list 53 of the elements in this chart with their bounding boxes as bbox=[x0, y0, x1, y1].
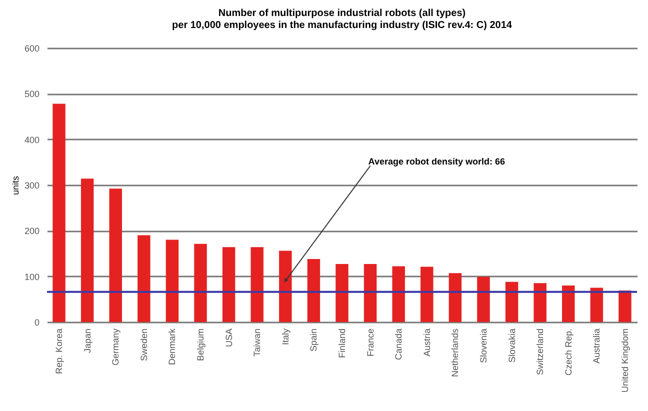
x-tick-label: Taiwan bbox=[252, 328, 262, 357]
bar bbox=[477, 276, 490, 322]
bar bbox=[562, 285, 575, 322]
bar bbox=[250, 247, 264, 322]
x-tick-label: United Kingdom bbox=[620, 328, 630, 393]
bar bbox=[505, 282, 518, 322]
annotation: Average robot density world: 66 bbox=[368, 156, 505, 167]
bar bbox=[618, 290, 632, 322]
bar bbox=[279, 250, 292, 322]
y-tick-label: 400 bbox=[24, 134, 40, 145]
x-tick-label: Czech Rep. bbox=[563, 328, 574, 376]
x-tick-label: Austria bbox=[422, 328, 432, 357]
bar bbox=[590, 288, 604, 322]
bar bbox=[392, 266, 405, 322]
x-tick-label: Japan bbox=[82, 328, 92, 354]
bar bbox=[364, 264, 377, 322]
x-tick-label: Denmark bbox=[167, 328, 178, 366]
x-tick-label: Italy bbox=[280, 328, 290, 346]
bar bbox=[420, 266, 434, 322]
y-axis-title: units bbox=[10, 175, 20, 196]
bar bbox=[307, 258, 320, 322]
x-tick-label: Switzerland bbox=[535, 328, 546, 376]
x-tick-label: Belgium bbox=[196, 328, 206, 362]
x-tick-label: Canada bbox=[394, 328, 404, 360]
bar bbox=[222, 247, 236, 322]
y-tick-label: 100 bbox=[24, 272, 40, 282]
x-tick-label: Sweden bbox=[138, 328, 149, 362]
chart-title: Number of multipurpose industrial robots (all types) bbox=[218, 8, 466, 19]
bar bbox=[194, 244, 207, 322]
x-tick-label: Australia bbox=[592, 328, 602, 364]
bar bbox=[336, 264, 348, 322]
x-tick-label: Germany bbox=[110, 328, 121, 366]
bar bbox=[80, 178, 94, 322]
bar bbox=[448, 273, 462, 322]
bar bbox=[109, 188, 122, 322]
x-tick-label: Slovenia bbox=[478, 328, 488, 364]
x-tick-label: Netherlands bbox=[450, 328, 460, 378]
chart-subtitle: per 10,000 employees in the manufacturing industry (ISIC rev.4: C) 2014 bbox=[172, 20, 512, 31]
bar bbox=[138, 235, 150, 322]
x-tick-label: USA bbox=[224, 328, 234, 348]
x-tick-label: Finland bbox=[337, 328, 347, 358]
x-tick-label: Spain bbox=[308, 328, 319, 352]
y-tick-label: 600 bbox=[24, 44, 40, 54]
y-tick-label: 300 bbox=[24, 180, 40, 190]
x-tick-label: France bbox=[365, 328, 376, 357]
y-tick-label: 0 bbox=[34, 318, 40, 328]
x-tick-label: Slovakia bbox=[506, 328, 517, 363]
bar bbox=[52, 104, 66, 322]
y-tick-label: 200 bbox=[24, 226, 40, 236]
bar bbox=[166, 240, 179, 322]
bar bbox=[534, 283, 546, 322]
x-tick-label: Rep. Korea bbox=[54, 328, 64, 374]
y-tick-label: 500 bbox=[24, 89, 40, 100]
